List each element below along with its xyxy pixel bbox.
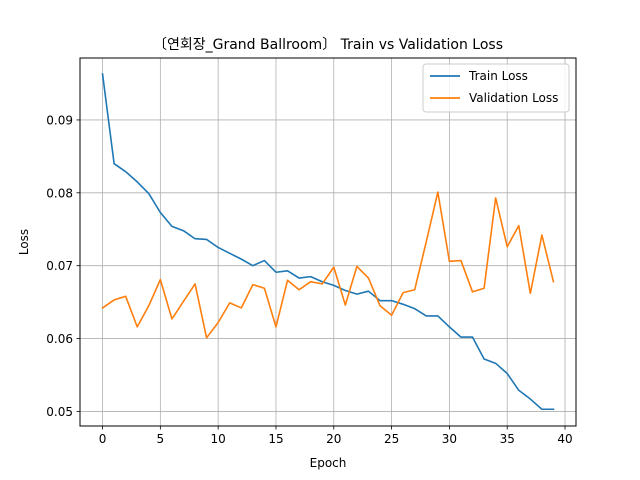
plot-frame [79,57,577,427]
y-axis-label: Loss [17,229,31,255]
x-tick-label: 30 [442,432,457,446]
x-tick-label: 25 [384,432,399,446]
x-tick-label: 15 [268,432,283,446]
x-axis-label: Epoch [310,456,347,470]
series-lines [101,73,555,411]
y-tick-label: 0.09 [46,113,73,127]
legend-label-train-loss: Train Loss [468,69,528,83]
x-tick-label: 0 [99,432,107,446]
x-tick-label: 40 [557,432,572,446]
x-tick-label: 5 [157,432,165,446]
y-tick-label: 0.07 [46,259,73,273]
x-tick-label: 10 [211,432,226,446]
x-tick-label: 20 [326,432,341,446]
chart-title: 〔연회장_Grand Ballroom〕 Train vs Validation… [153,37,503,53]
y-tick-label: 0.05 [46,405,73,419]
x-axis-ticks: 0 5 10 15 20 25 30 35 40 [99,426,573,446]
legend: Train Loss Validation Loss [422,63,570,113]
x-tick-label: 35 [500,432,515,446]
y-tick-label: 0.06 [46,332,73,346]
legend-label-validation-loss: Validation Loss [469,91,558,105]
y-axis-ticks: 0.05 0.06 0.07 0.08 0.09 [46,113,80,419]
series-line-validation-loss [101,191,555,339]
series-line-train-loss [101,73,555,411]
grid [80,58,576,426]
y-tick-label: 0.08 [46,186,73,200]
